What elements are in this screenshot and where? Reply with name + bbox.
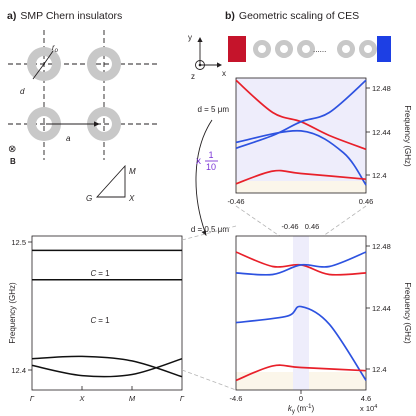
lattice-diagram: ro d a ⊗ B: [8, 30, 158, 166]
panel-b-letter: b): [225, 10, 235, 22]
axis-x-label: x: [222, 69, 226, 78]
svg-text:b)Geometric scaling of CES: b) Geometric scaling of CES: [225, 10, 359, 22]
bottom-ytick: 12.4: [372, 365, 387, 374]
top-xtick: 0.46: [359, 197, 374, 206]
z-axis-symbol: [195, 60, 205, 70]
a-label: a: [66, 134, 71, 143]
ces-bottom-zoom-window: [293, 236, 309, 390]
bottom-xtick: 0: [299, 394, 303, 403]
panel-a-title: SMP Chern insulators: [20, 10, 122, 22]
ring-bottom-right: [87, 107, 122, 141]
coordinate-axes: y x z: [188, 33, 226, 81]
axis-z-label: z: [191, 72, 195, 81]
band-ytick: 12.5: [11, 238, 26, 247]
strip-blue-edge: [377, 36, 391, 62]
band-guide-bottom: [181, 369, 237, 391]
scale-denominator: 10: [206, 162, 216, 172]
b-field-label: B: [10, 157, 16, 166]
ces-top-red-lower: [235, 169, 367, 185]
bz-label-m: M: [129, 167, 136, 176]
band-ytick: 12.4: [11, 366, 26, 375]
strip-ring: [359, 40, 378, 58]
bottom-ytick: 12.48: [372, 242, 391, 251]
band-xtick: Γ: [30, 394, 35, 403]
ces-top-background: [236, 78, 366, 181]
scaling-arrow-head: [201, 230, 207, 236]
ces-top-frame: [235, 77, 367, 194]
strip-ring: [337, 40, 356, 59]
bottom-ytick: 12.44: [372, 304, 391, 313]
brillouin-zone: G M X: [86, 164, 136, 203]
band-diagram: 12.5 12.4 Frequency (GHz) Γ X M Γ C = 1 C…: [8, 235, 185, 403]
ring-top-right: [87, 47, 122, 82]
ces-top-blue-lower: [235, 129, 367, 186]
ring-strip: ......: [228, 36, 391, 62]
scale-prefix: x: [196, 156, 201, 167]
top-ytick: 12.4: [372, 171, 387, 180]
ces-bottom-blue-lower: [235, 305, 367, 381]
ces-top-blue-upper: [235, 79, 367, 149]
a-arrow-head: [94, 121, 100, 127]
bz-label-x: X: [128, 194, 135, 203]
band-ylabel: Frequency (GHz): [8, 282, 17, 344]
bottom-xlabel: ky (m-1): [288, 404, 315, 415]
top-ytick: 12.48: [372, 84, 391, 93]
strip-red-edge: [228, 36, 246, 62]
scale-numerator: 1: [208, 150, 213, 160]
axis-y-label: y: [188, 33, 192, 42]
ces-top-band-region: [236, 181, 366, 193]
bottom-zoom-right: 0.46: [305, 222, 320, 231]
z-axis-dot: [198, 63, 202, 67]
d-indicator: [32, 63, 45, 80]
ces-bottom-red-lower: [235, 364, 367, 382]
ces-bottom-blue-upper: [235, 251, 367, 276]
ring-top-left: [27, 47, 62, 82]
scaling-arrow: [195, 119, 213, 233]
band-line: [31, 355, 183, 378]
bz-triangle: [95, 164, 126, 198]
strip-dots: ......: [313, 45, 326, 54]
top-ytick: 12.44: [372, 128, 391, 137]
band-line: [31, 357, 183, 378]
ces-bottom-panel: 12.48 12.44 12.4 Frequency (GHz) -4.6 0 …: [230, 235, 412, 415]
band-xtick: Γ: [180, 394, 185, 403]
band-xtick: M: [129, 394, 136, 403]
bottom-xtick: -4.6: [230, 394, 243, 403]
r-indicator: [43, 50, 54, 65]
y-arrow-head: [197, 37, 203, 42]
bottom-x-multiplier: x 104: [360, 404, 377, 413]
top-xtick: -0.46: [227, 197, 244, 206]
panel-b-title: Geometric scaling of CES: [239, 10, 359, 22]
band-frame: [31, 235, 183, 391]
scaling-annotation: d = 5 μm x 1 10 d = 0.5 μm: [191, 105, 230, 236]
x-arrow-head: [217, 62, 222, 68]
b-field-symbol: ⊗: [8, 144, 16, 155]
ring-bottom-left: [27, 107, 62, 141]
chern-number-upper: C = 1: [90, 269, 110, 278]
band-guide-top: [181, 225, 237, 241]
svg-text:a)SMP Chern insulators: a) SMP Chern insulators: [7, 10, 122, 22]
chern-number-lower: C = 1: [90, 316, 110, 325]
strip-ring: [297, 40, 316, 58]
r-label: ro: [52, 43, 59, 54]
d-label: d: [20, 87, 25, 96]
panel-a-letter: a): [7, 10, 16, 22]
strip-ring: [275, 40, 294, 58]
d-bottom-label: d = 0.5 μm: [191, 225, 230, 234]
ces-top-panel: 12.48 12.44 12.4 Frequency (GHz) -0.46 0…: [227, 77, 412, 206]
d-top-label: d = 5 μm: [197, 105, 229, 114]
bottom-xtick: 4.6: [361, 394, 371, 403]
bz-label-g: G: [86, 194, 92, 203]
strip-ring: [253, 40, 272, 58]
top-ylabel: Frequency (GHz): [403, 105, 412, 167]
band-xtick: X: [78, 394, 85, 403]
bottom-ylabel: Frequency (GHz): [403, 282, 412, 344]
bottom-zoom-left: -0.46: [281, 222, 298, 231]
